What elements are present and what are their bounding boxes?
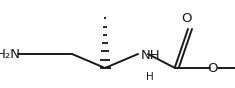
Text: H₂N: H₂N	[0, 48, 20, 61]
Text: O: O	[207, 62, 217, 75]
Text: H: H	[146, 72, 154, 82]
Text: NH: NH	[141, 49, 161, 62]
Text: O: O	[181, 12, 191, 24]
